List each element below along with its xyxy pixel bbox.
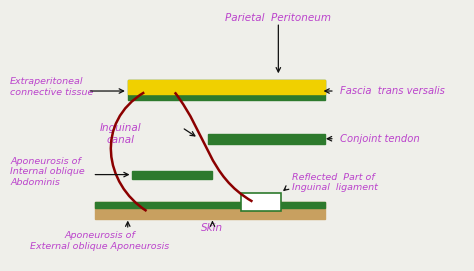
Bar	[241, 193, 281, 211]
Text: Parietal  Peritoneum: Parietal Peritoneum	[225, 13, 331, 23]
Bar	[132, 170, 212, 179]
Text: Inguinal
canal: Inguinal canal	[100, 123, 142, 145]
Bar	[128, 80, 326, 94]
Text: Aponeurosis of
Internal oblique
Abdominis: Aponeurosis of Internal oblique Abdomini…	[10, 157, 85, 187]
Text: Reflected  Part of
Inguinal  ligament: Reflected Part of Inguinal ligament	[292, 173, 378, 192]
Bar	[95, 202, 326, 219]
Text: Skin: Skin	[201, 223, 224, 233]
Bar	[95, 202, 326, 208]
Text: Conjoint tendon: Conjoint tendon	[339, 134, 419, 144]
Text: Aponeurosis of
External oblique Aponeurosis: Aponeurosis of External oblique Aponeuro…	[30, 231, 169, 251]
Text: Extraperitoneal
connective tissue: Extraperitoneal connective tissue	[10, 77, 93, 97]
Text: Fascia  trans versalis: Fascia trans versalis	[339, 86, 445, 96]
Bar	[208, 134, 326, 144]
Bar	[128, 80, 326, 101]
